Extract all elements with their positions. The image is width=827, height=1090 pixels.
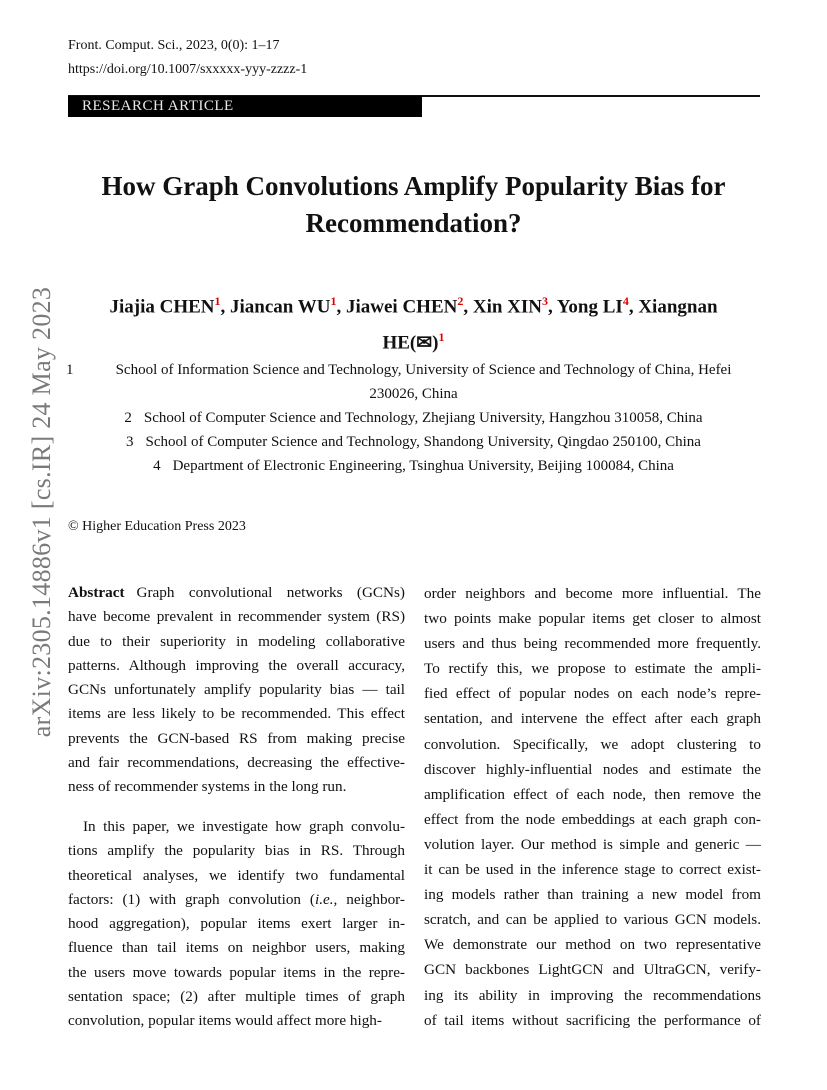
article-type-banner: RESEARCH ARTICLE (68, 96, 422, 117)
affiliations: 1 School of Information Science and Techn… (0, 358, 827, 478)
header-rule (68, 95, 760, 97)
affiliation-number: 2 (124, 410, 132, 426)
text-line: amplification effect of each node, then … (424, 785, 761, 803)
text-line: convolution, popular items would affect … (68, 1012, 382, 1029)
text-line: due to their superiority in modeling col… (68, 632, 405, 650)
affiliation-number: 3 (126, 434, 134, 450)
text-line: items are less likely to be recommended.… (68, 705, 405, 723)
title-line: How Graph Convolutions Amplify Popularit… (101, 171, 726, 201)
text-line: order neighbors and become more influent… (424, 585, 761, 602)
text-line: and fair recommendations, decreasing the… (68, 753, 405, 771)
abstract-label: Abstract (68, 584, 125, 601)
text-line: fied effect of popular nodes on each nod… (424, 685, 761, 703)
affiliation-marker[interactable]: 3 (542, 294, 549, 308)
journal-citation: Front. Comput. Sci., 2023, 0(0): 1–17 (68, 38, 280, 53)
text-line: sentation, and intervene the effect afte… (424, 710, 761, 728)
abstract-right-column: order neighbors and become more influent… (424, 581, 761, 1033)
paper-title: How Graph Convolutions Amplify Popularit… (0, 168, 827, 242)
text-line: scratch, and can be applied to various G… (424, 911, 761, 929)
abstract-paragraph-1: Abstract Graph convolutional networks (GC… (68, 581, 405, 799)
affiliation-text: 230026, China (369, 386, 458, 402)
text-line: fluence than tail items on neighbor user… (68, 939, 405, 957)
text-line: GCNs unfortunately amplify popularity bi… (68, 681, 405, 698)
text-line: sentation space; (2) after multiple time… (68, 987, 405, 1005)
affiliation-text: School of Computer Science and Technolog… (143, 410, 703, 426)
text-line: ing models rather than training a new mo… (424, 886, 761, 904)
affiliation-marker[interactable]: 1 (214, 294, 221, 308)
text-line: tions amplify the popularity bias in RS.… (68, 842, 405, 860)
text-line: Abstract Graph convolutional networks (GC… (68, 584, 405, 601)
text-line: To rectify this, we propose to estimate … (424, 660, 761, 678)
text-line: hood aggregation), popular items exert l… (68, 915, 405, 932)
text-line: We demonstrate our method on two represe… (424, 936, 761, 954)
author-name: HE(✉) (382, 332, 439, 354)
abstract-paragraph-2: In this paper, we investigate how graph … (68, 815, 405, 1033)
affiliation-marker[interactable]: 2 (457, 294, 464, 308)
author-name: Jiawei CHEN (346, 296, 458, 318)
text-line: GCN backbones LightGCN and UltraGCN, ver… (424, 961, 761, 979)
text-line: users and thus being recommended more fr… (424, 635, 761, 653)
text-line: In this paper, we investigate how graph … (83, 818, 405, 835)
affiliation-text: Department of Electronic Engineering, Ts… (172, 458, 674, 474)
author-name: Jiancan WU (230, 296, 331, 318)
affiliation-text: School of Information Science and Techno… (115, 362, 732, 378)
text-line: ness of recommender systems in the long … (68, 778, 347, 795)
author-list: Jiajia CHEN1, Jiancan WU1, Jiawei CHEN2,… (109, 294, 718, 354)
text-line: it can be used in the inference stage to… (424, 861, 761, 879)
affiliation-number: 4 (153, 458, 161, 474)
doi-link[interactable]: https://doi.org/10.1007/sxxxxx-yyy-zzzz-… (68, 62, 308, 77)
text-line: convolution. Specifically, we adopt clus… (424, 735, 761, 753)
text-line: patterns. Although improving the overall… (68, 656, 405, 674)
text-line: of tail items without sacrificing the pe… (424, 1011, 761, 1029)
text-line: have become prevalent in recommender sys… (68, 608, 405, 626)
author-name: Xiangnan (638, 296, 718, 318)
text-line: two points make popular items get closer… (424, 610, 761, 628)
text-line: theoretical analyses, we identify two fu… (68, 866, 405, 884)
author-name: Yong LI (556, 296, 623, 318)
text-line: ing its ability in improving the recomme… (424, 986, 761, 1004)
affiliation-marker[interactable]: 4 (622, 294, 629, 308)
affiliation-marker[interactable]: 1 (438, 330, 445, 345)
author-name: Xin XIN (472, 296, 543, 318)
title-line: Recommendation? (305, 208, 522, 238)
text-line: discover highly-influential nodes and es… (424, 760, 761, 778)
affiliation-text: School of Computer Science and Technolog… (145, 434, 701, 450)
text-line: factors: (1) with graph convolution (i.e… (68, 890, 405, 908)
affiliation-number: 1 (66, 362, 74, 378)
text-line: prevents the GCN-based RS from making pr… (68, 729, 405, 747)
author-name: Jiajia CHEN (109, 296, 215, 318)
copyright-notice: © Higher Education Press 2023 (68, 519, 246, 534)
text-line: the users move towards popular items in … (68, 963, 405, 981)
affiliation-marker[interactable]: 1 (330, 294, 337, 308)
text-line: effect from the node embeddings at each … (424, 810, 761, 828)
text-line: volution layer. Our method is simple and… (424, 835, 761, 853)
